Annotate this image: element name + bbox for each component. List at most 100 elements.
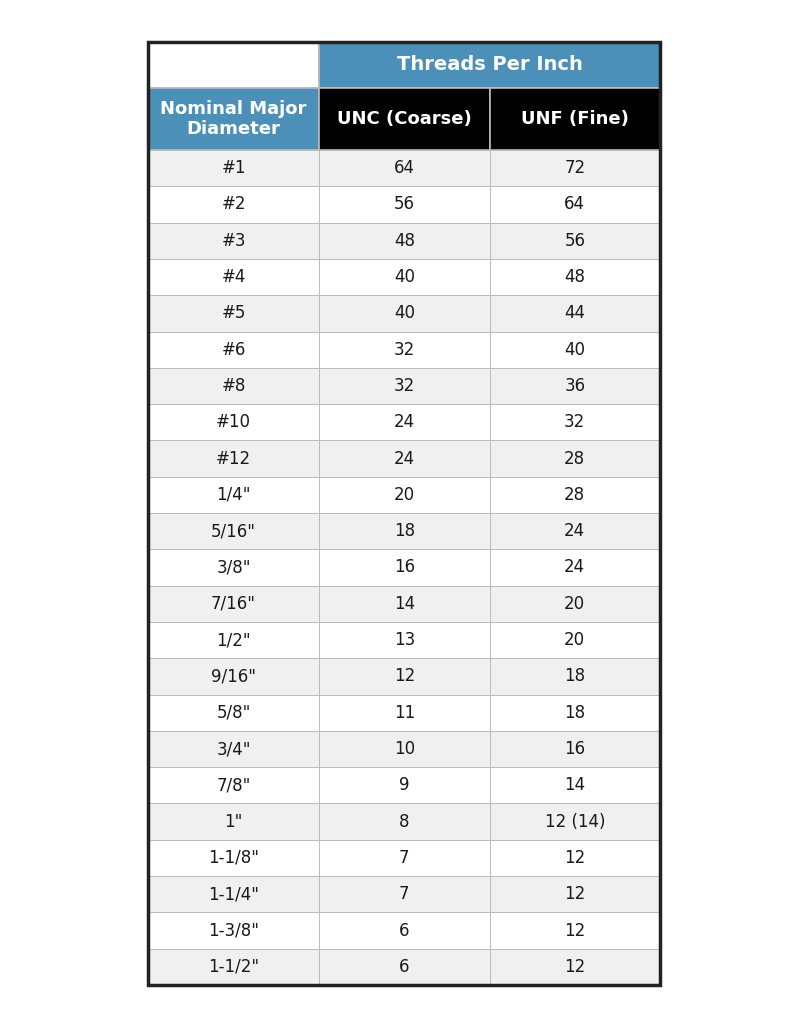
Bar: [319, 42, 660, 88]
Bar: [148, 804, 319, 840]
Bar: [319, 694, 490, 731]
Bar: [148, 440, 319, 477]
Bar: [148, 186, 319, 222]
Text: 72: 72: [564, 159, 585, 177]
Bar: [319, 948, 490, 985]
Bar: [490, 586, 660, 622]
Text: 12: 12: [564, 922, 585, 940]
Bar: [319, 840, 490, 877]
Bar: [148, 840, 319, 877]
Bar: [319, 477, 490, 513]
Text: 56: 56: [564, 231, 585, 250]
Text: 7/16": 7/16": [211, 595, 256, 612]
Bar: [148, 694, 319, 731]
Bar: [490, 332, 660, 368]
Bar: [490, 222, 660, 259]
Text: 32: 32: [394, 341, 415, 358]
Text: 44: 44: [564, 304, 585, 323]
Text: 1": 1": [225, 813, 243, 830]
Bar: [148, 42, 319, 88]
Bar: [319, 549, 490, 586]
Text: 3/4": 3/4": [216, 740, 251, 758]
Text: 18: 18: [394, 522, 414, 541]
Bar: [490, 477, 660, 513]
Bar: [148, 88, 319, 150]
Bar: [148, 259, 319, 295]
Text: 1-3/8": 1-3/8": [208, 922, 259, 940]
Bar: [319, 658, 490, 694]
Bar: [148, 731, 319, 767]
Bar: [490, 513, 660, 549]
Text: 12: 12: [394, 668, 415, 685]
Bar: [319, 186, 490, 222]
Bar: [148, 767, 319, 804]
Bar: [319, 622, 490, 658]
Text: 24: 24: [564, 522, 585, 541]
Bar: [319, 877, 490, 912]
Bar: [490, 150, 660, 186]
Bar: [319, 295, 490, 332]
Bar: [490, 186, 660, 222]
Bar: [319, 332, 490, 368]
Bar: [319, 222, 490, 259]
Text: #4: #4: [221, 268, 246, 286]
Text: 6: 6: [399, 922, 410, 940]
Text: 9: 9: [399, 776, 410, 795]
Bar: [490, 912, 660, 948]
Text: #2: #2: [221, 196, 246, 213]
Text: 56: 56: [394, 196, 414, 213]
Bar: [490, 549, 660, 586]
Text: #5: #5: [221, 304, 246, 323]
Bar: [319, 912, 490, 948]
Bar: [148, 912, 319, 948]
Bar: [490, 804, 660, 840]
Bar: [319, 586, 490, 622]
Bar: [319, 513, 490, 549]
Text: 28: 28: [564, 450, 585, 468]
Text: 28: 28: [564, 486, 585, 504]
Text: 48: 48: [564, 268, 585, 286]
Text: 1-1/8": 1-1/8": [208, 849, 259, 867]
Text: 36: 36: [564, 377, 585, 395]
Text: 24: 24: [564, 558, 585, 577]
Bar: [148, 332, 319, 368]
Text: 6: 6: [399, 957, 410, 976]
Text: 1-1/4": 1-1/4": [208, 885, 259, 903]
Bar: [148, 877, 319, 912]
Text: 1/4": 1/4": [216, 486, 251, 504]
Bar: [148, 477, 319, 513]
Text: 1/2": 1/2": [216, 631, 251, 649]
Text: 13: 13: [394, 631, 415, 649]
Bar: [490, 440, 660, 477]
Bar: [490, 259, 660, 295]
Bar: [490, 877, 660, 912]
Bar: [490, 948, 660, 985]
Bar: [319, 731, 490, 767]
Text: 20: 20: [564, 631, 585, 649]
Text: #1: #1: [221, 159, 246, 177]
Text: 40: 40: [394, 304, 414, 323]
Text: 16: 16: [564, 740, 585, 758]
Bar: [148, 368, 319, 404]
Bar: [319, 767, 490, 804]
Text: Nominal Major
Diameter: Nominal Major Diameter: [161, 99, 307, 138]
Bar: [319, 440, 490, 477]
Text: 3/8": 3/8": [216, 558, 251, 577]
Text: 12: 12: [564, 957, 585, 976]
Text: 18: 18: [564, 703, 585, 722]
Text: 40: 40: [564, 341, 585, 358]
Bar: [319, 150, 490, 186]
Text: #3: #3: [221, 231, 246, 250]
Text: 64: 64: [564, 196, 585, 213]
Text: 12: 12: [564, 885, 585, 903]
Text: 16: 16: [394, 558, 414, 577]
Bar: [490, 295, 660, 332]
Text: UNC (Coarse): UNC (Coarse): [337, 110, 471, 128]
Bar: [319, 88, 490, 150]
Bar: [490, 694, 660, 731]
Text: #8: #8: [221, 377, 246, 395]
Text: 8: 8: [399, 813, 410, 830]
Bar: [148, 549, 319, 586]
Bar: [148, 295, 319, 332]
Bar: [490, 731, 660, 767]
